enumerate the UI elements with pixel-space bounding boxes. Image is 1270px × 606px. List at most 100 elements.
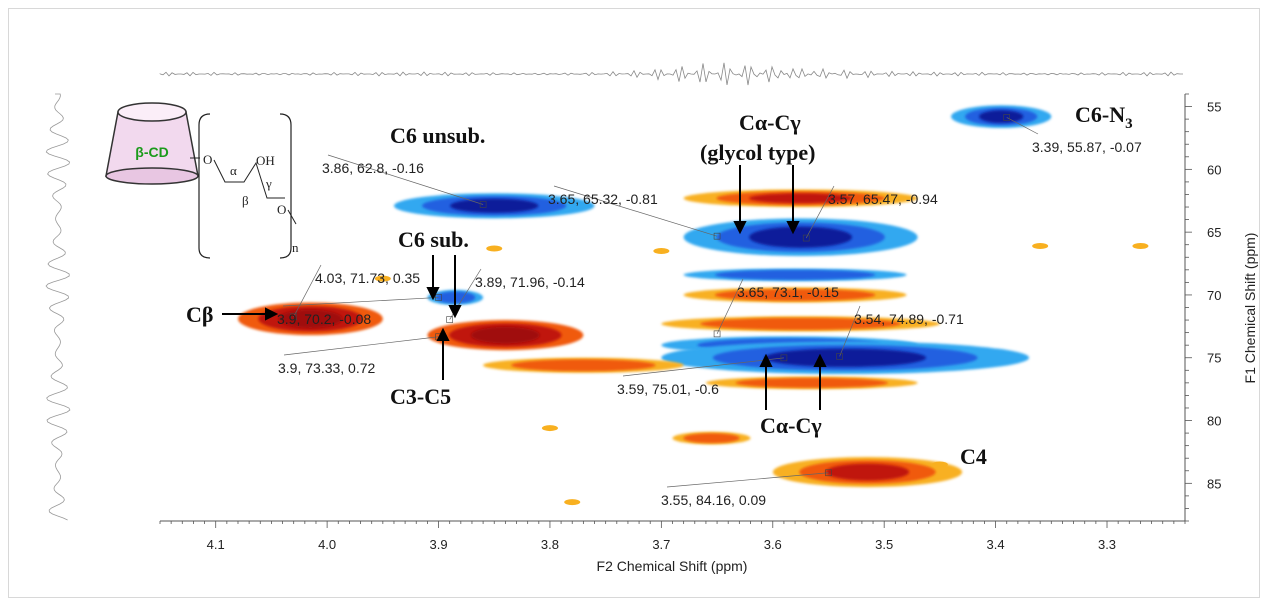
peak-leader-line (283, 336, 439, 356)
atom-oh: OH (256, 153, 275, 168)
f1-projection-trace (45, 93, 71, 521)
y-tick-label: 85 (1207, 476, 1221, 491)
x-tick-label: 3.5 (875, 537, 893, 552)
arrow-cb-head (265, 307, 279, 321)
assignment-labels: C6-N3 C6 unsub. Cα-Cγ (glycol type) C6 s… (186, 102, 1133, 469)
label-c4: C4 (960, 444, 987, 469)
contour-speck (541, 425, 558, 432)
contour-speck (374, 275, 391, 282)
x-tick-label: 3.8 (541, 537, 559, 552)
arrow-glycol-right-head (786, 221, 800, 235)
peak-leader-line (805, 185, 835, 239)
atom-o2: O (277, 202, 286, 217)
contour-speck (653, 247, 670, 254)
x-tick-label: 4.1 (207, 537, 225, 552)
arrow-glycol-left-head (733, 221, 747, 235)
cyclodextrin-rim (117, 102, 187, 122)
x-tick-label: 3.3 (1098, 537, 1116, 552)
assignment-arrows (222, 165, 827, 410)
peak-leader-line (1006, 117, 1039, 135)
peak-label: 3.89, 71.96, -0.14 (475, 274, 585, 290)
peak-leader-line (327, 154, 484, 205)
peak-leader-line (839, 305, 861, 357)
contour-blob (450, 198, 539, 213)
peak-label: 4.03, 71.73, 0.35 (315, 270, 420, 286)
label-c3-c5: C3-C5 (390, 384, 451, 409)
peak-marker (1003, 114, 1011, 121)
peak-leader-line (666, 472, 829, 488)
f2-projection-trace (159, 62, 1183, 86)
peak-marker (713, 330, 721, 338)
peak-leader-line (716, 278, 744, 335)
x-tick-label: 4.0 (318, 537, 336, 552)
atom-o1: O (203, 152, 212, 167)
peak-label: 3.9, 70.2, -0.08 (277, 311, 371, 327)
peak-label: 3.39, 55.87, -0.07 (1032, 139, 1142, 155)
contour-blob (714, 269, 876, 280)
contour-blob (764, 348, 927, 367)
arrow-cacg-right-head (813, 353, 827, 367)
y-tick-label: 70 (1207, 288, 1221, 303)
y-tick-label: 60 (1207, 162, 1221, 177)
glycerol-chain (213, 159, 285, 199)
label-ca-cg-glycol: Cα-Cγ (739, 110, 801, 135)
peak-marker (836, 353, 843, 360)
label-ca-cg: Cα-Cγ (760, 413, 822, 438)
peak-marker (435, 294, 442, 301)
left-bracket (198, 113, 211, 259)
peak-label: 3.86, 62.8, -0.16 (322, 160, 424, 176)
peak-label: 3.9, 73.33, 0.72 (278, 360, 376, 376)
contour-blob (278, 309, 343, 328)
contour-blob (825, 463, 910, 481)
chemical-structure: β-CD O α OH β γ O n (105, 102, 299, 259)
label-cb: Cβ (186, 302, 213, 327)
y-axis-title: F1 Chemical Shift (ppm) (1242, 233, 1258, 384)
label-c6-n3: C6-N3 (1075, 102, 1133, 132)
peak-leader-line (293, 264, 322, 317)
peak-leader-line (282, 297, 439, 307)
label-glycol-type: (glycol type) (700, 140, 815, 165)
peak-marker (446, 316, 453, 323)
x-tick-label: 3.4 (987, 537, 1005, 552)
peak-marker (479, 201, 487, 208)
peak-label: 3.55, 84.16, 0.09 (661, 492, 766, 508)
peak-marker (802, 234, 810, 242)
atom-alpha: α (230, 163, 237, 178)
repeat-n: n (292, 240, 299, 255)
contour-blob (471, 326, 540, 344)
peak-marker (290, 313, 297, 320)
atom-gamma: γ (265, 176, 272, 191)
contour-blob (714, 289, 876, 301)
contour-speck (1132, 242, 1149, 249)
right-bracket (279, 113, 292, 259)
x-ticks: 4.1 4.0 3.9 3.8 3.7 3.6 3.5 3.4 3.3 (159, 521, 1186, 552)
figure-frame (8, 8, 1260, 598)
contour-blob (511, 359, 656, 372)
peak-label: 3.65, 73.1, -0.15 (737, 284, 839, 300)
y-tick-label: 65 (1207, 225, 1221, 240)
peak-annotations: 3.39, 55.87, -0.07 3.86, 62.8, -0.16 3.65,… (277, 114, 1142, 508)
peak-marker (825, 469, 832, 477)
cyclodextrin-base (105, 167, 199, 185)
contour-speck (486, 245, 503, 252)
y-tick-label: 55 (1207, 100, 1221, 115)
contour-blob (700, 317, 901, 330)
label-c6-unsub: C6 unsub. (390, 123, 485, 148)
contour-speck (931, 461, 948, 468)
contour-blob (683, 433, 740, 444)
contour-speck (1032, 242, 1049, 249)
contour-blob (735, 377, 888, 388)
arrow-c3c5-head (436, 327, 450, 341)
contour-speck (564, 499, 581, 506)
arrow-c6sub-right-head (448, 305, 462, 319)
x-tick-label: 3.7 (652, 537, 670, 552)
peak-label: 3.59, 75.01, -0.6 (617, 381, 719, 397)
x-tick-label: 3.6 (764, 537, 782, 552)
bond-end (287, 209, 297, 225)
contour-blob (749, 226, 853, 248)
cd-label: β-CD (135, 144, 168, 160)
atom-beta: β (242, 193, 249, 208)
peak-marker (713, 232, 721, 240)
y-tick-label: 75 (1207, 351, 1221, 366)
